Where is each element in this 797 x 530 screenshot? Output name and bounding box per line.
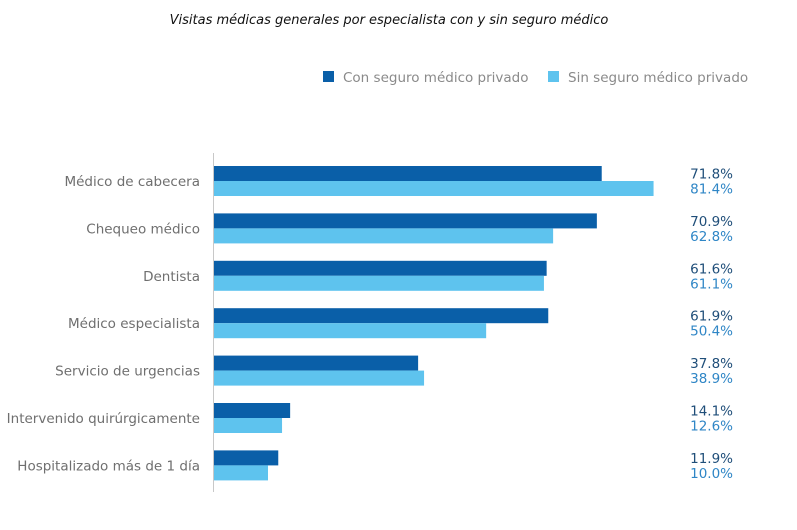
category-label-chequeo-medico: Chequeo médico: [86, 221, 200, 237]
value-label-sin-seguro-chequeo-medico: 62.8%: [690, 229, 733, 245]
legend-swatch-con-seguro: [323, 71, 334, 82]
value-label-con-seguro-chequeo-medico: 70.9%: [690, 214, 733, 230]
bar-sin-seguro-dentista: [214, 275, 544, 291]
legend-swatch-sin-seguro: [548, 71, 559, 82]
value-label-con-seguro-medico-de-cabecera: 71.8%: [690, 167, 733, 183]
value-labels: 71.8%81.4% 70.9%62.8% 61.6%61.1% 61.9%50.4%…: [690, 167, 733, 482]
category-label-medico-de-cabecera: Médico de cabecera: [64, 174, 200, 190]
bar-sin-seguro-medico-de-cabecera: [214, 181, 654, 196]
bar-sin-seguro-chequeo-medico: [214, 228, 554, 244]
bar-con-seguro-hospitalizado-mas-de-1-dia: [214, 450, 279, 466]
bar-con-seguro-chequeo-medico: [214, 213, 597, 229]
value-label-sin-seguro-intervenido-quirurgicamente: 12.6%: [690, 419, 733, 435]
category-label-servicio-de-urgencias: Servicio de urgencias: [55, 364, 200, 380]
legend: Con seguro médico privado Sin seguro méd…: [323, 70, 748, 86]
value-label-sin-seguro-servicio-de-urgencias: 38.9%: [690, 371, 733, 387]
legend-label-con-seguro: Con seguro médico privado: [343, 70, 529, 86]
category-label-intervenido-quirurgicamente: Intervenido quirúrgicamente: [7, 411, 200, 427]
value-label-sin-seguro-hospitalizado-mas-de-1-dia: 10.0%: [690, 466, 733, 482]
value-label-sin-seguro-medico-especialista: 50.4%: [690, 324, 733, 340]
category-label-dentista: Dentista: [143, 269, 200, 285]
value-label-sin-seguro-medico-de-cabecera: 81.4%: [690, 182, 733, 198]
category-labels: Médico de cabecera Chequeo médico Dentista…: [7, 174, 200, 474]
bar-con-seguro-medico-especialista: [214, 308, 549, 324]
bar-sin-seguro-hospitalizado-mas-de-1-dia: [214, 465, 268, 481]
bar-sin-seguro-medico-especialista: [214, 323, 487, 339]
legend-label-sin-seguro: Sin seguro médico privado: [568, 70, 748, 86]
bar-sin-seguro-servicio-de-urgencias: [214, 370, 425, 386]
value-label-sin-seguro-dentista: 61.1%: [690, 276, 733, 292]
bar-con-seguro-intervenido-quirurgicamente: [214, 403, 291, 418]
bars: [214, 166, 654, 481]
bar-con-seguro-servicio-de-urgencias: [214, 355, 419, 371]
value-label-con-seguro-intervenido-quirurgicamente: 14.1%: [690, 404, 733, 420]
category-label-medico-especialista: Médico especialista: [68, 316, 200, 332]
value-label-con-seguro-hospitalizado-mas-de-1-dia: 11.9%: [690, 451, 733, 467]
value-label-con-seguro-dentista: 61.6%: [690, 261, 733, 277]
bar-sin-seguro-intervenido-quirurgicamente: [214, 418, 283, 433]
value-label-con-seguro-medico-especialista: 61.9%: [690, 309, 733, 325]
bar-con-seguro-medico-de-cabecera: [214, 166, 602, 181]
chart-title: Visitas médicas generales por especialis…: [170, 13, 609, 28]
bar-con-seguro-dentista: [214, 260, 547, 276]
value-label-con-seguro-servicio-de-urgencias: 37.8%: [690, 356, 733, 372]
category-label-hospitalizado-mas-de-1-dia: Hospitalizado más de 1 día: [17, 458, 200, 474]
